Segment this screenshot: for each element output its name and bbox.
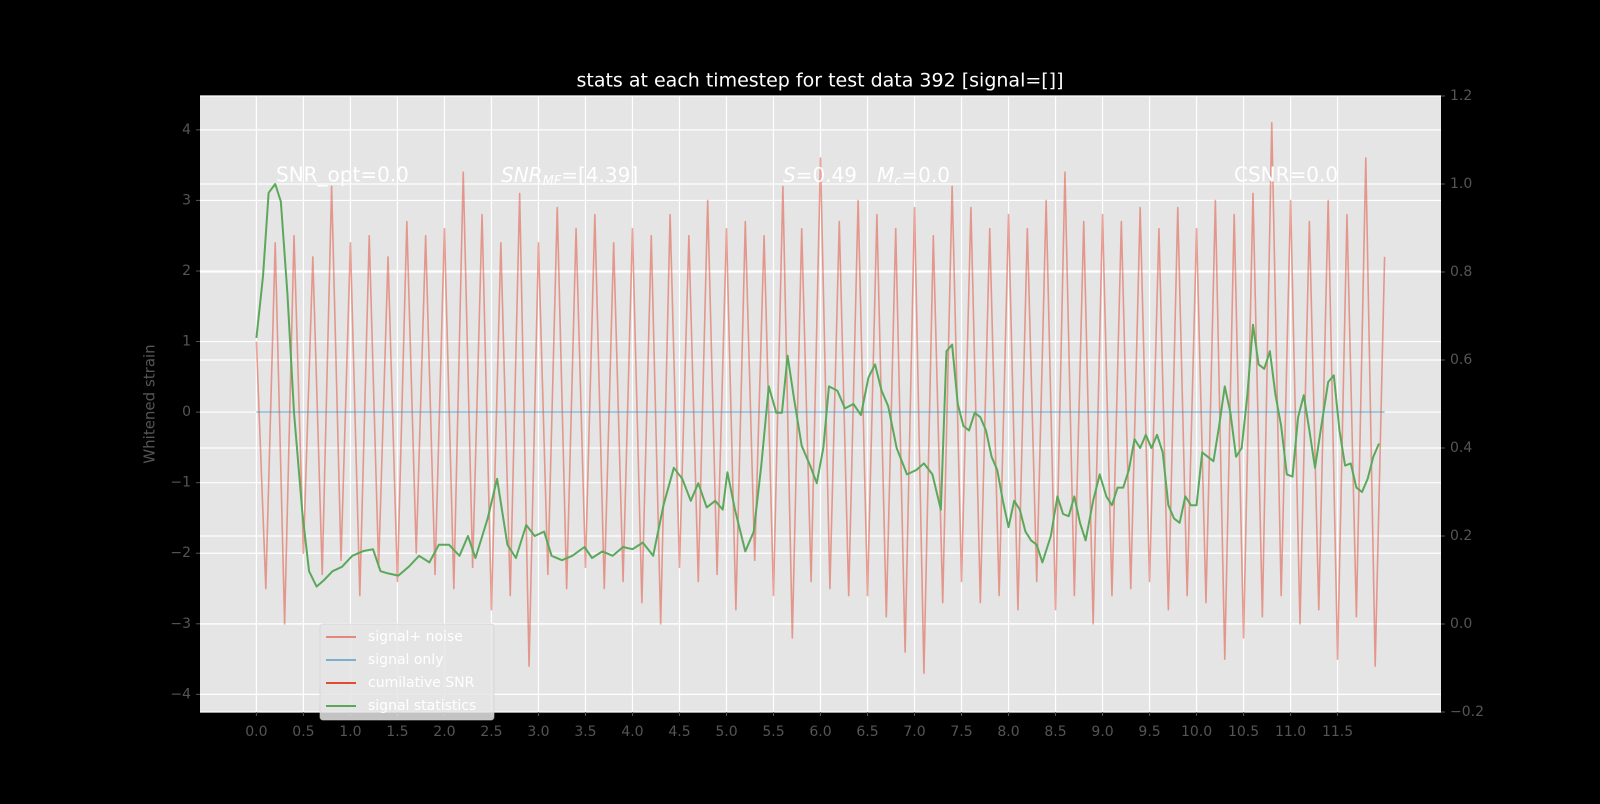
x-tick-label: 2.5 (480, 724, 502, 740)
y2-tick-label: 1.2 (1450, 88, 1472, 104)
x-tick-label: 6.5 (856, 724, 878, 740)
annotation-rest: =0.49 (796, 163, 857, 187)
annotation-main: M (877, 163, 894, 187)
legend-label: cumilative SNR (368, 675, 475, 691)
x-tick-label: 8.5 (1044, 724, 1066, 740)
marks (255, 122, 1386, 674)
series-line (255, 122, 1386, 674)
y-axis-label: Whitened strain (141, 344, 159, 463)
y2-tick-label: 0.8 (1450, 264, 1472, 280)
y2-tick-label: 0.2 (1450, 528, 1472, 544)
y-tick-label: −4 (170, 686, 191, 702)
x-tick-label: 11.5 (1322, 724, 1353, 740)
annotation: Mc=0.0 (877, 163, 950, 189)
annotation-sub: c (894, 174, 901, 189)
annotation-rest: =0.0 (901, 163, 950, 187)
annotation-main: S (783, 163, 796, 187)
x-tick-label: 9.5 (1138, 724, 1160, 740)
legend-box (319, 623, 495, 721)
grid (200, 95, 1441, 713)
x-tick-label: 0.0 (245, 724, 267, 740)
x-tick-label: 1.0 (339, 724, 361, 740)
y2-tick-label: 0.6 (1450, 352, 1472, 368)
y-tick-label: 0 (182, 404, 191, 420)
y2-tick-label: −0.2 (1450, 704, 1484, 720)
y-tick-label: 2 (182, 263, 191, 279)
x-tick-label: 8.0 (997, 724, 1019, 740)
y-tick-label: −1 (170, 475, 191, 491)
legend-label: signal only (368, 652, 443, 668)
x-tick-label: 10.5 (1228, 724, 1259, 740)
x-tick-label: 2.0 (433, 724, 455, 740)
y2-tick-label: 0.4 (1450, 440, 1472, 456)
x-tick-label: 10.0 (1181, 724, 1212, 740)
x-tick-label: 5.5 (762, 724, 784, 740)
x-tick-label: 5.0 (715, 724, 737, 740)
y-tick-label: −3 (170, 616, 191, 632)
annotations: SNR_opt=0.0 SNRMF=[4.39] S=0.49 Mc=0.0 CSNR=… (276, 163, 1338, 189)
series-line (255, 183, 1380, 588)
legend-label: signal statistics (368, 698, 476, 714)
annotation: S=0.49 (783, 163, 857, 187)
x-tick-label: 7.0 (903, 724, 925, 740)
x-tick-label: 4.0 (621, 724, 643, 740)
x-tick-label: 4.5 (668, 724, 690, 740)
y-tick-label: 3 (182, 192, 191, 208)
y-tick-label: 4 (182, 122, 191, 138)
annotation: SNRMF=[4.39] (501, 163, 638, 189)
x-tick-label: 1.5 (386, 724, 408, 740)
x-tick-label: 6.0 (809, 724, 831, 740)
annotation: CSNR=0.0 (1234, 163, 1338, 187)
x-tick-label: 3.0 (527, 724, 549, 740)
legend-label: signal+ noise (368, 629, 463, 645)
annotation-main: SNR (501, 163, 543, 187)
ticks: 0.0 0.5 1.0 1.5 2.0 2.5 3.0 3.5 4.0 4.5 5.0 5.5 6.0 6… (170, 88, 1484, 740)
legend: signal+ noise signal only cumilative SNR si… (319, 623, 495, 721)
annotation-sub: MF (543, 174, 562, 189)
x-tick-label: 3.5 (574, 724, 596, 740)
x-tick-label: 0.5 (292, 724, 314, 740)
y-tick-label: −2 (170, 545, 191, 561)
y2-tick-label: 1.0 (1450, 176, 1472, 192)
x-tick-label: 7.5 (950, 724, 972, 740)
x-tick-label: 11.0 (1275, 724, 1306, 740)
x-tick-label: 9.0 (1091, 724, 1113, 740)
annotation: SNR_opt=0.0 (276, 163, 409, 187)
chart-title: stats at each timestep for test data 392… (576, 70, 1063, 92)
y-tick-label: 1 (182, 334, 191, 350)
annotation-rest: =[4.39] (561, 163, 638, 187)
y2-tick-label: 0.0 (1450, 616, 1472, 632)
